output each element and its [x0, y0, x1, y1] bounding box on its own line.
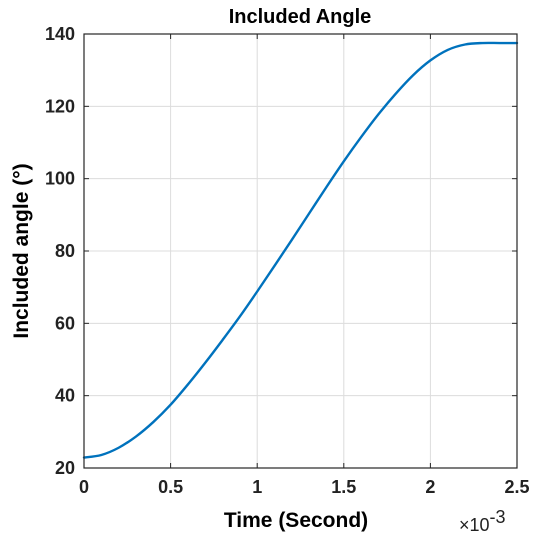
x-tick-label: 0.5	[158, 477, 183, 497]
x-axis-exponent: ×10-3	[459, 507, 506, 535]
x-tick-label: 1.5	[331, 477, 356, 497]
tick-labels: 0 0.5 1 1.5 2 2.5 20 40 60 80 100 120 140	[45, 24, 530, 497]
y-axis-label: Included angle (°)	[10, 163, 33, 338]
included-angle-line	[82, 41, 519, 459]
ticks	[83, 33, 518, 469]
x-tick-label: 2.5	[504, 477, 529, 497]
x-tick-label: 2	[425, 477, 435, 497]
series-layer	[82, 41, 519, 459]
x-tick-label: 0	[79, 477, 89, 497]
y-tick-label: 20	[55, 458, 75, 478]
y-tick-label: 80	[55, 241, 75, 261]
x-axis-label: Time (Second)	[224, 509, 368, 532]
x-tick-label: 1	[252, 477, 262, 497]
y-tick-label: 140	[45, 24, 75, 44]
y-tick-label: 60	[55, 313, 75, 333]
chart-title: Included Angle	[229, 6, 372, 28]
y-tick-label: 100	[45, 169, 75, 189]
y-tick-label: 120	[45, 96, 75, 116]
y-tick-label: 40	[55, 386, 75, 406]
x-axis-exponent-base: ×10	[459, 515, 490, 535]
x-axis-exponent-power: -3	[490, 507, 506, 527]
